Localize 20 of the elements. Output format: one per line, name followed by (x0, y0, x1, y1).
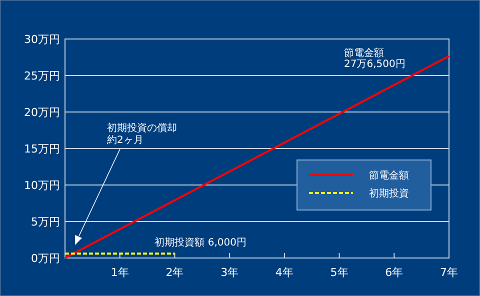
y-tick-label: 25万円 (24, 69, 60, 82)
x-tick-label: 1年 (110, 266, 129, 279)
x-tick-label: 7年 (440, 266, 458, 279)
annotation: 約2ヶ月 (107, 135, 144, 146)
x-tick-label: 6年 (385, 266, 404, 279)
x-tick-label: 5年 (330, 266, 348, 279)
x-tick-label: 2年 (166, 266, 184, 279)
y-tick-label: 10万円 (24, 178, 60, 192)
legend-label: 初期投資 (369, 188, 409, 200)
x-tick-label: 4年 (275, 266, 294, 279)
y-tick-label: 5万円 (31, 215, 60, 228)
annotation: 初期投資の償却 (107, 122, 177, 134)
annotation: 初期投資額 6,000円 (154, 236, 247, 249)
annotation: 節電金額 27万6,500円 (344, 47, 406, 70)
y-tick-label: 30万円 (24, 32, 60, 46)
y-tick-label: 0万円 (31, 252, 60, 265)
y-tick-label: 15万円 (24, 142, 60, 156)
legend-label: 節電金額 (369, 170, 409, 182)
x-tick-label: 3年 (220, 266, 239, 279)
y-tick-label: 20万円 (24, 106, 60, 119)
